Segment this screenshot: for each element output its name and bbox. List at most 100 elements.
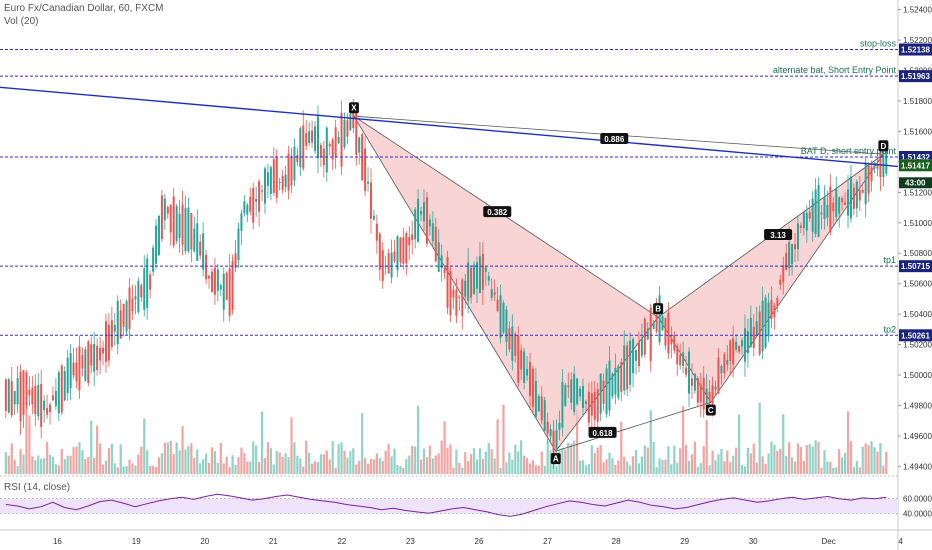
candle-body: [711, 385, 714, 404]
candle-body: [302, 125, 305, 169]
volume-bar: [567, 442, 570, 474]
candle-body: [655, 302, 658, 332]
volume-bar: [84, 458, 87, 474]
pattern-point-label: X: [351, 104, 357, 113]
ratio-badge: [483, 206, 512, 218]
candle-body: [652, 322, 655, 329]
volume-bar: [178, 450, 181, 474]
volume-bar: [313, 461, 317, 474]
candle-body: [794, 244, 797, 250]
volume-bar: [852, 467, 856, 474]
candle-body: [481, 253, 484, 290]
candle-body: [240, 213, 243, 231]
volume-bar: [355, 464, 358, 474]
candle-body: [676, 346, 679, 365]
candle-body: [414, 209, 417, 240]
volume-bar: [263, 458, 267, 474]
candle-body: [496, 299, 499, 312]
price-tick-label: 1.50200: [903, 341, 932, 350]
candle-body: [437, 242, 440, 272]
resistance-trendline[interactable]: [0, 86, 899, 168]
volume-bar: [443, 421, 446, 474]
volume-bar: [617, 460, 620, 474]
candle-body: [305, 133, 308, 146]
candle-body: [128, 287, 131, 330]
candle-body: [40, 384, 43, 427]
candle-body: [829, 186, 832, 233]
volume-bar: [431, 458, 434, 474]
candle-body: [478, 256, 481, 294]
volume-bar: [814, 440, 817, 474]
volume-bar: [655, 467, 658, 474]
volume-bar: [523, 455, 526, 474]
candle-body: [584, 401, 587, 405]
price-tag-label: 1.52138: [901, 46, 930, 55]
candle-body: [396, 235, 399, 271]
candle-body: [378, 233, 381, 270]
candle-body: [764, 297, 767, 348]
candle-body: [246, 204, 249, 215]
volume-bar: [231, 455, 234, 474]
candle-body: [788, 241, 791, 269]
candle-body: [28, 389, 31, 396]
volume-bar: [820, 467, 823, 474]
volume-bar: [505, 462, 508, 474]
candle-body: [110, 320, 113, 347]
volume-bar: [499, 467, 502, 474]
candle-body: [184, 208, 187, 252]
volume-bar: [369, 458, 373, 474]
candle-body: [172, 196, 175, 246]
volume-bar: [316, 461, 320, 474]
volume-bar: [449, 444, 452, 474]
volume-bar: [714, 460, 717, 474]
candle-body: [293, 146, 296, 181]
volume-bar: [776, 450, 779, 474]
volume-bar: [855, 461, 858, 474]
volume-bar: [879, 443, 882, 474]
candle-body: [805, 213, 808, 231]
volume-bar: [843, 452, 847, 474]
candle-body: [487, 276, 490, 281]
volume-bar: [187, 446, 190, 474]
volume-bar: [446, 447, 449, 474]
volume-bar: [584, 465, 588, 474]
candle-body: [199, 241, 202, 256]
candle-body: [358, 137, 361, 153]
volume-bar: [876, 451, 879, 474]
volume-bar: [679, 448, 682, 474]
volume-bar: [799, 446, 803, 474]
candle-body: [316, 116, 319, 159]
candle-body: [210, 271, 213, 293]
volume-bar: [561, 448, 564, 474]
volume-bar: [337, 444, 340, 474]
volume-bar: [599, 445, 602, 474]
candle-body: [237, 228, 240, 261]
volume-bar: [484, 451, 487, 474]
volume-bar: [802, 460, 805, 474]
ratio-label: 0.618: [593, 429, 614, 438]
price-tick-label: 1.49400: [903, 462, 932, 471]
candle-body: [646, 328, 649, 340]
volume-bar: [322, 454, 325, 474]
volume-bar: [472, 448, 476, 474]
candle-body: [22, 370, 25, 415]
candle-body: [861, 190, 864, 193]
volume-bar: [290, 417, 293, 474]
candle-body: [63, 371, 66, 401]
candle-body: [275, 156, 278, 198]
candle-body: [596, 388, 599, 422]
candle-body: [608, 360, 611, 411]
candle-body: [287, 153, 290, 191]
candle-body: [355, 107, 358, 155]
volume-bar: [22, 454, 25, 474]
candle-body: [16, 378, 19, 405]
candle-body: [564, 384, 567, 406]
candle-body: [679, 354, 682, 366]
volume-bar: [761, 456, 764, 474]
volume-bar: [81, 450, 84, 474]
candle-body: [579, 388, 582, 397]
volume-bar: [496, 419, 499, 474]
candle-body: [688, 351, 691, 394]
